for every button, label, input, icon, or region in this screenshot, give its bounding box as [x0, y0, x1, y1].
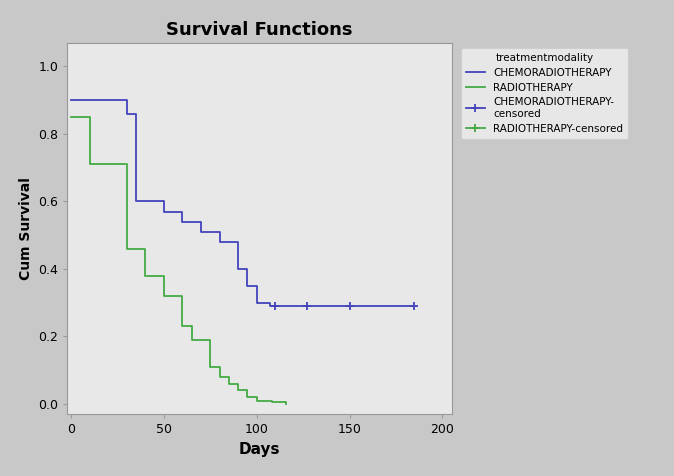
X-axis label: Days: Days — [239, 442, 280, 456]
Legend: CHEMORADIOTHERAPY, RADIOTHERAPY, CHEMORADIOTHERAPY-
censored, RADIOTHERAPY-censo: CHEMORADIOTHERAPY, RADIOTHERAPY, CHEMORA… — [460, 48, 628, 139]
Y-axis label: Cum Survival: Cum Survival — [19, 177, 33, 280]
Title: Survival Functions: Survival Functions — [166, 20, 353, 39]
